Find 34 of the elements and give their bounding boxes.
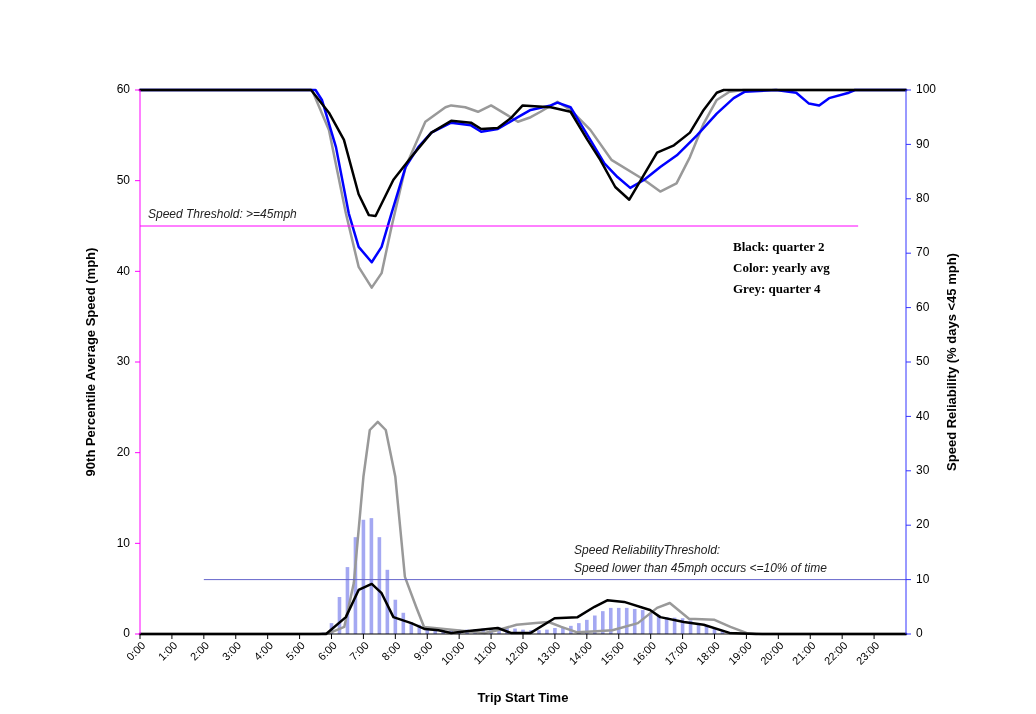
y-tick-label: 20 [116, 444, 131, 459]
y2-axis-title: Speed Reliability (% days <45 mph) [944, 253, 959, 471]
ref-line-label: Speed Threshold: >=45mph [148, 207, 298, 221]
y2-tick-label: 30 [916, 462, 930, 477]
annotation: Grey: quarter 4 [733, 281, 822, 296]
y-tick-label: 0 [123, 626, 131, 641]
y2-tick-label: 0 [916, 626, 923, 641]
x-tick-label: 8:00 [379, 638, 403, 663]
x-tick-label: 6:00 [315, 638, 339, 663]
y2-tick-label: 40 [916, 408, 930, 423]
y2-tick-label: 100 [916, 82, 937, 97]
y2-tick-label: 80 [916, 190, 930, 205]
x-tick-label: 3:00 [219, 638, 244, 663]
x-axis-title: Trip Start Time [477, 690, 569, 705]
y-tick-label: 30 [116, 354, 131, 369]
y2-tick-label: 10 [916, 571, 930, 586]
y2-tick-label: 70 [916, 245, 930, 260]
x-tick-label: 0:00 [123, 638, 148, 663]
y-tick-label: 60 [116, 82, 131, 97]
y-axis-title: 90th Percentile Average Speed (mph) [83, 247, 98, 477]
y-tick-label: 10 [116, 535, 131, 550]
y-tick-label: 40 [116, 263, 131, 278]
y2-tick-label: 60 [916, 299, 930, 314]
annotation: Color: yearly avg [733, 260, 831, 275]
x-tick-label: 7:00 [347, 638, 371, 663]
annotation: Black: quarter 2 [733, 239, 825, 254]
y-tick-label: 50 [116, 172, 131, 187]
x-tick-label: 9:00 [411, 638, 435, 663]
ref-line-label: Speed ReliabilityThreshold: Speed lower than 45mph occurs <=10% of time [574, 542, 828, 575]
x-tick-label: 4:00 [251, 638, 276, 663]
x-tick-label: 5:00 [283, 638, 308, 663]
y2-tick-label: 50 [916, 354, 930, 369]
y2-tick-label: 90 [916, 136, 930, 151]
y2-tick-label: 20 [916, 517, 930, 532]
